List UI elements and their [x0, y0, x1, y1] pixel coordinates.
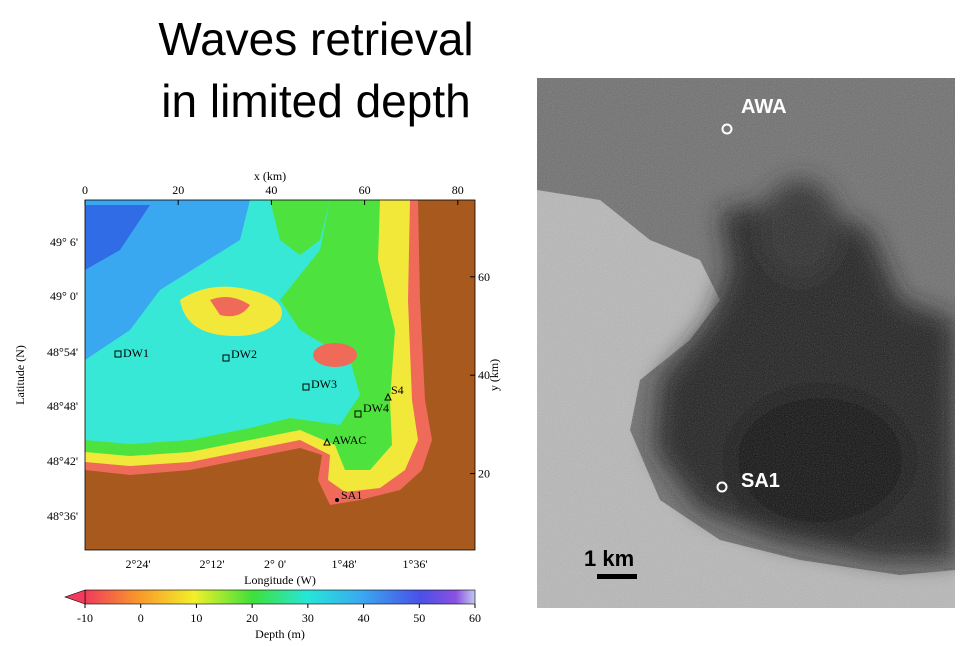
latitude-tick-label: 49° 6'	[50, 235, 78, 249]
stations	[114, 350, 392, 502]
scale-label: 1 km	[584, 546, 634, 571]
colorbar-tick-label: -10	[77, 611, 93, 625]
colorbar-arrow	[64, 589, 86, 605]
satellite-image	[537, 78, 955, 608]
station-label: DW2	[231, 347, 257, 361]
x-tick-label: 80	[452, 183, 464, 197]
latitude-tick-label: 48°48'	[47, 399, 78, 413]
latitude-tick-label: 49° 0'	[50, 289, 78, 303]
x-tick-label: 0	[82, 183, 88, 197]
latitude-tick-label: 48°54'	[47, 345, 78, 359]
station-label: DW3	[311, 377, 337, 391]
latitude-tick-label: 48°36'	[47, 509, 78, 523]
colorbar-tick-label: 0	[138, 611, 144, 625]
station-label: S4	[391, 383, 404, 397]
colorbar-tick-label: 30	[302, 611, 314, 625]
colorbar-tick-label: 40	[358, 611, 370, 625]
title-line: in limited depth	[161, 75, 470, 127]
title-line: Waves retrieval	[158, 13, 473, 65]
y-tick-label: 60	[478, 270, 490, 284]
site-label: AWA	[741, 96, 787, 118]
colorbar-label: Depth (m)	[255, 627, 305, 641]
x-tick-label: 20	[172, 183, 184, 197]
colorbar-tick-label: 50	[413, 611, 425, 625]
station-label: SA1	[341, 488, 362, 502]
longitude-tick-label: 2°24'	[126, 557, 151, 571]
y-tick-label: 40	[478, 368, 490, 382]
colorbar-tick-label: 60	[469, 611, 481, 625]
station-label: AWAC	[332, 433, 366, 447]
x-tick-label: 60	[359, 183, 371, 197]
station-label: DW1	[123, 346, 149, 360]
y-axis-label: y (km)	[487, 359, 501, 391]
y-tick-label: 20	[478, 467, 490, 481]
colorbar	[84, 589, 476, 605]
longitude-tick-label: 1°48'	[332, 557, 357, 571]
site-label: SA1	[741, 470, 780, 492]
latitude-label: Latitude (N)	[13, 345, 27, 405]
depth-map	[85, 200, 475, 550]
x-tick-label: 40	[265, 183, 277, 197]
longitude-label: Longitude (W)	[244, 573, 316, 587]
x-axis-label: x (km)	[254, 169, 286, 183]
station-label: DW4	[363, 401, 389, 415]
latitude-tick-label: 48°42'	[47, 454, 78, 468]
longitude-tick-label: 2°12'	[200, 557, 225, 571]
colorbar-tick-label: 10	[190, 611, 202, 625]
longitude-tick-label: 2° 0'	[264, 557, 286, 571]
longitude-tick-label: 1°36'	[403, 557, 428, 571]
colorbar-tick-label: 20	[246, 611, 258, 625]
